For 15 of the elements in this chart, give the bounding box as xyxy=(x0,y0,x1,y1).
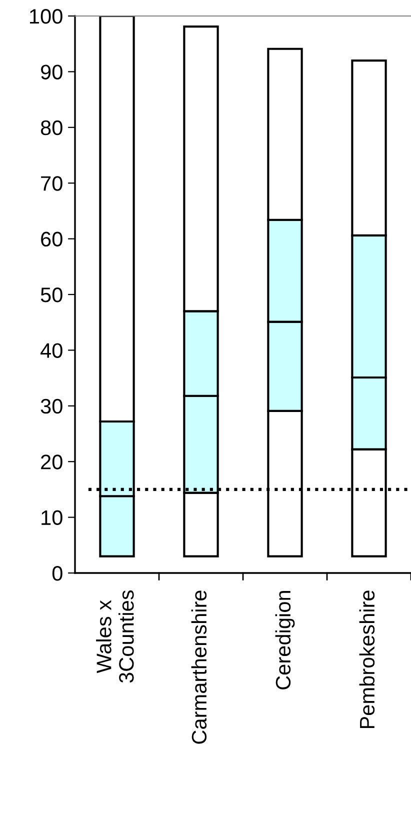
x-tick-label: Ceredigion xyxy=(275,591,295,690)
y-tick-label: 60 xyxy=(41,232,62,247)
y-tick-label: 50 xyxy=(40,288,62,302)
y-tick-label: 30 xyxy=(40,398,62,414)
y-tick-label: 10 xyxy=(42,510,62,526)
x-tick-label: Carmarthenshire xyxy=(191,590,207,744)
x-tick-label: Pembrokeshire xyxy=(359,590,375,728)
y-tick-label: 40 xyxy=(40,343,62,358)
y-tick-label: 80 xyxy=(40,120,62,136)
y-tick-label: 100 xyxy=(30,9,62,24)
y-tick-label: 90 xyxy=(41,64,62,80)
y-tick-label: 70 xyxy=(41,176,62,191)
x-tick-label: Wales x 3Counties xyxy=(96,590,134,683)
y-tick-label: 20 xyxy=(41,454,62,470)
y-tick-label: 0 xyxy=(52,566,62,581)
